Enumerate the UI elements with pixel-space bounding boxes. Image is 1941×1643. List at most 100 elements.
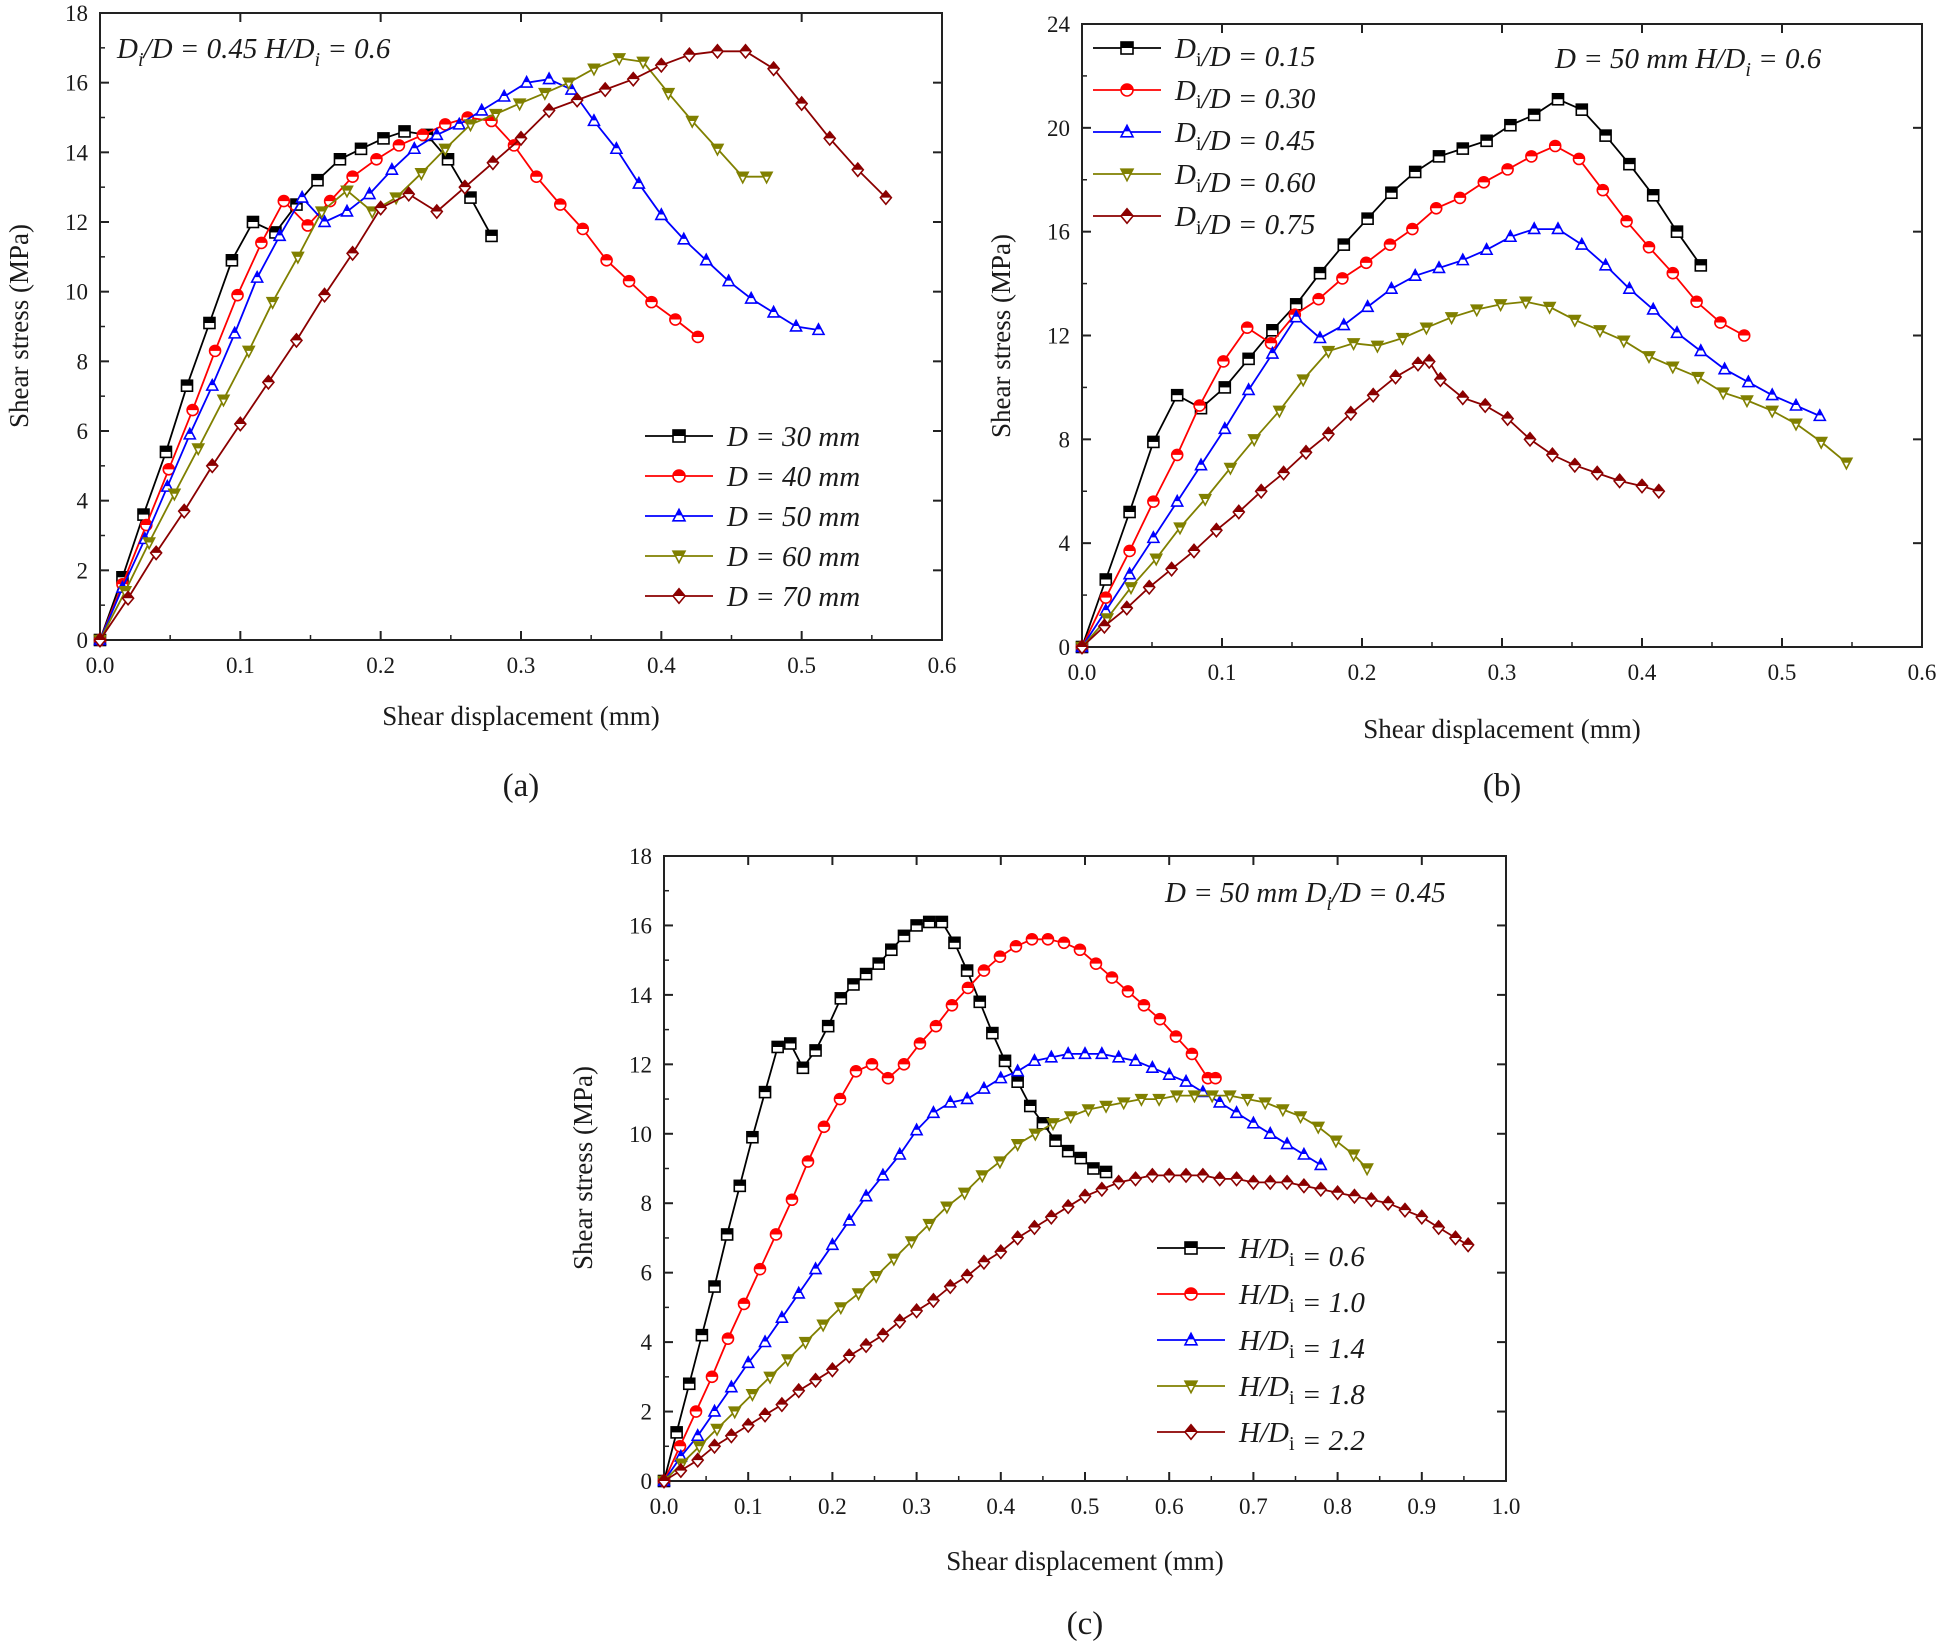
data-point-c-2 (1162, 1066, 1177, 1080)
data-point-a-4 (682, 46, 696, 63)
x-axis-label-c: Shear displacement (mm) (946, 1546, 1223, 1576)
data-point-b-3 (1593, 325, 1607, 339)
data-point-b-1 (1123, 544, 1136, 558)
data-point-b-4 (1613, 473, 1627, 489)
data-point-a-3 (685, 115, 700, 129)
data-point-c-1 (1105, 971, 1119, 984)
data-point-c-1 (769, 1228, 783, 1241)
series-line-c-0 (663, 921, 1107, 1482)
data-point-a-2 (632, 175, 646, 189)
data-point-a-4 (598, 81, 612, 98)
y-tick-label: 4 (77, 489, 89, 514)
data-point-c-4 (859, 1337, 873, 1354)
data-point-c-3 (887, 1253, 901, 1267)
data-point-c-4 (825, 1362, 839, 1378)
chart-panel-b: 0.0 0.1 0.2 0.3 0.4 0.5 0.6 0 4 8 12 16 20 24 D = 50 … (986, 12, 1936, 804)
data-point-b-2 (1598, 257, 1613, 271)
data-point-a-3 (561, 77, 576, 91)
data-point-a-0 (377, 132, 390, 145)
data-point-c-4 (1162, 1167, 1176, 1184)
data-point-a-4 (514, 130, 528, 147)
data-point-a-3 (142, 537, 156, 551)
legend-marker (1120, 83, 1134, 97)
data-point-a-4 (795, 95, 809, 112)
x-tick-label: 0.6 (928, 653, 957, 678)
data-point-c-3 (1293, 1111, 1308, 1125)
legend-label: D = 40 mm (726, 461, 860, 493)
data-point-b-2 (1194, 457, 1208, 471)
data-point-c-3 (692, 1441, 707, 1455)
series-line-b-2 (1081, 228, 1821, 648)
y-axis-label-a: Shear stress (MPa) (4, 224, 34, 428)
data-point-b-2 (1432, 260, 1446, 274)
data-point-a-3 (636, 56, 650, 70)
data-point-c-1 (897, 1058, 911, 1071)
data-point-c-1 (817, 1120, 831, 1134)
data-point-b-4 (1433, 371, 1447, 388)
legend-marker (1183, 1423, 1199, 1441)
data-point-a-2 (721, 273, 736, 287)
data-point-c-0 (758, 1085, 772, 1099)
annotation-b: D = 50 mm H/Di = 0.6 (1554, 43, 1822, 81)
data-point-c-4 (1448, 1230, 1463, 1246)
legend-label: D = 30 mm (726, 421, 860, 453)
data-point-c-2 (1229, 1105, 1244, 1119)
data-point-a-3 (167, 488, 182, 502)
data-point-b-3 (1642, 351, 1656, 365)
data-point-a-3 (710, 143, 725, 157)
data-point-b-2 (1551, 221, 1565, 235)
data-point-b-3 (1223, 462, 1238, 476)
data-point-c-4 (910, 1303, 924, 1319)
data-point-b-2 (1217, 421, 1232, 435)
y-tick-label: 10 (65, 280, 88, 305)
data-point-a-4 (823, 130, 837, 147)
data-point-b-0 (1385, 186, 1398, 200)
data-point-c-4 (674, 1462, 688, 1479)
data-point-b-2 (1717, 361, 1732, 375)
data-point-a-2 (497, 88, 511, 102)
data-point-a-1 (301, 219, 314, 232)
data-point-b-3 (1419, 322, 1434, 336)
data-point-c-0 (847, 978, 860, 991)
data-point-b-0 (1575, 103, 1589, 116)
data-point-b-4 (1501, 410, 1515, 427)
data-point-b-3 (1149, 553, 1164, 567)
data-point-a-4 (346, 245, 360, 262)
data-point-a-2 (362, 186, 377, 200)
x-tick-label: 0.1 (1208, 660, 1237, 685)
data-point-b-0 (1670, 225, 1684, 238)
y-axis-label-b: Shear stress (MPa) (986, 234, 1016, 438)
data-point-b-1 (1170, 448, 1184, 462)
data-point-c-4 (1381, 1195, 1395, 1212)
data-point-b-3 (1789, 418, 1803, 432)
data-point-a-4 (654, 57, 668, 74)
data-point-c-1 (849, 1064, 863, 1078)
legend-label: H/Di = 1.8 (1238, 1371, 1365, 1411)
legend-marker (1119, 168, 1135, 183)
data-point-b-4 (1422, 353, 1436, 370)
data-point-b-3 (1691, 371, 1705, 385)
series-line-b-3 (1081, 300, 1847, 648)
data-point-c-2 (690, 1428, 705, 1442)
x-axis-label-a: Shear displacement (mm) (382, 701, 659, 731)
x-tick-label: 0.1 (734, 1494, 763, 1519)
data-point-c-2 (1128, 1053, 1143, 1067)
y-tick-label: 14 (629, 983, 653, 1008)
x-tick-label: 0.7 (1239, 1494, 1268, 1519)
data-point-c-1 (833, 1092, 847, 1106)
data-point-a-3 (759, 171, 774, 185)
data-point-c-3 (763, 1371, 777, 1385)
data-point-c-2 (1095, 1046, 1109, 1060)
data-point-c-1 (881, 1071, 895, 1085)
data-point-c-1 (977, 964, 991, 977)
legend-a: D = 30 mm D = 40 mm D = 50 mm D = 60 mm D = … (645, 421, 860, 613)
data-point-b-2 (1313, 330, 1327, 344)
data-point-c-0 (733, 1179, 747, 1193)
data-point-b-2 (1622, 281, 1637, 294)
data-point-a-2 (227, 325, 242, 339)
data-point-c-2 (741, 1355, 756, 1369)
data-point-b-1 (1336, 272, 1349, 285)
data-point-c-2 (876, 1167, 890, 1181)
